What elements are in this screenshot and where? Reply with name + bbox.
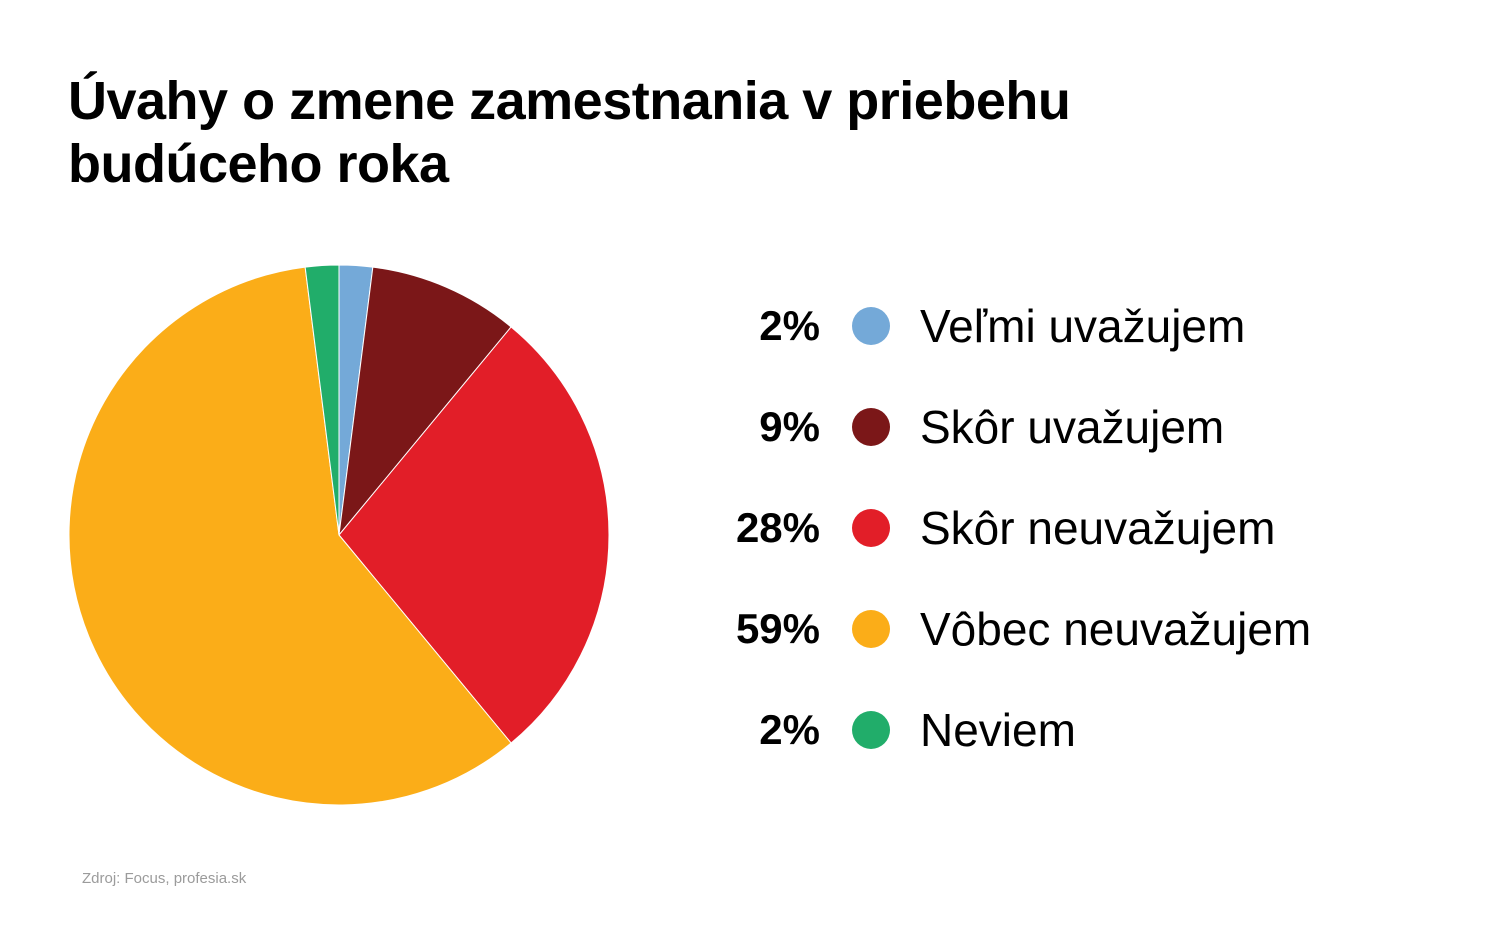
legend-label: Neviem — [920, 704, 1076, 756]
legend-item-1: 2% Veľmi uvažujem — [690, 296, 1450, 356]
chart-title: Úvahy o zmene zamestnania v priebehu bud… — [68, 71, 1071, 194]
legend-value: 59% — [735, 605, 820, 652]
legend-item-5: 2% Neviem — [690, 700, 1450, 760]
legend-value: 2% — [759, 302, 820, 349]
legend-swatch — [852, 610, 890, 648]
legend-label: Veľmi uvažujem — [920, 300, 1246, 352]
pie-slice-4 — [68, 266, 512, 806]
legend: 2% Veľmi uvažujem 9% Skôr uvažujem 28% Skôr n… — [690, 296, 1450, 801]
legend-value: 9% — [759, 403, 820, 450]
legend-item-3: 28% Skôr neuvažujem — [690, 498, 1450, 558]
legend-item-4: 59% Vôbec neuvažujem — [690, 599, 1450, 659]
legend-swatch — [852, 307, 890, 345]
legend-swatch — [852, 408, 890, 446]
pie-chart — [68, 264, 610, 806]
legend-swatch — [852, 509, 890, 547]
pie-slice-5 — [304, 264, 340, 536]
legend-value: 28% — [735, 504, 820, 551]
legend-swatch — [852, 711, 890, 749]
legend-item-2: 9% Skôr uvažujem — [690, 397, 1450, 457]
legend-label: Skôr uvažujem — [920, 401, 1225, 453]
legend-label: Skôr neuvažujem — [920, 502, 1276, 554]
legend-value: 2% — [759, 706, 820, 753]
pie-slice-2 — [338, 266, 512, 537]
legend-label: Vôbec neuvažujem — [920, 603, 1312, 655]
source-note: Zdroj: Focus, profesia.sk — [82, 870, 247, 887]
pie-slice-3 — [338, 326, 610, 744]
